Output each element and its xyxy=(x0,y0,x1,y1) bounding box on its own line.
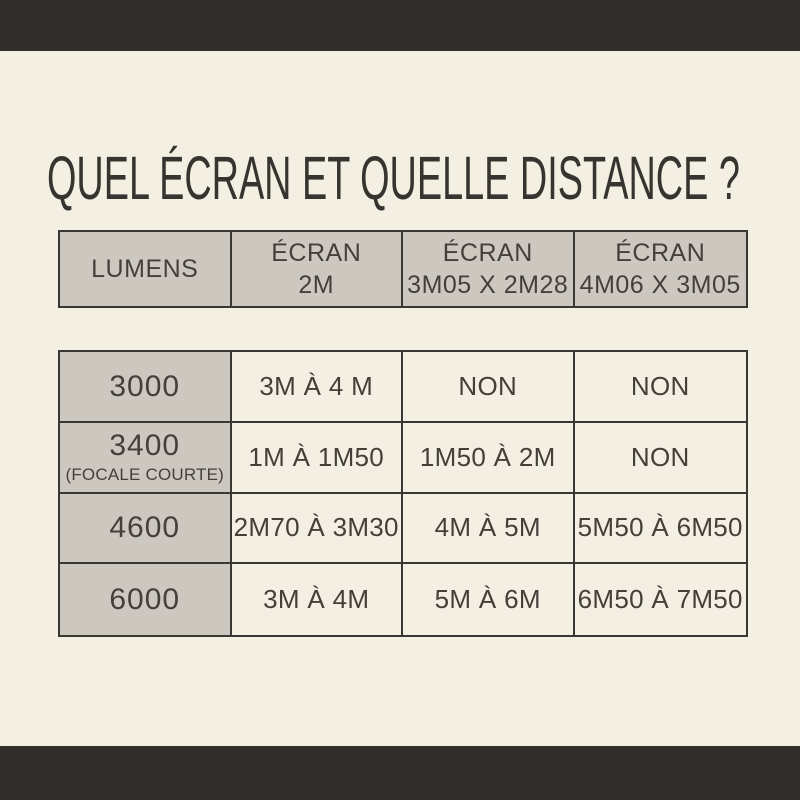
page-title: QUEL ÉCRAN ET QUELLE DISTANCE ? xyxy=(47,143,800,213)
distance-value: 5M À 6M xyxy=(434,584,541,615)
header-cell-lumens: LUMENS xyxy=(60,232,232,306)
distance-value: 6M50 À 7M50 xyxy=(577,584,743,615)
header-table: LUMENS ÉCRAN 2M ÉCRAN 3M05 X 2M28 ÉCRAN … xyxy=(58,230,748,308)
header-sublabel: 3M05 X 2M28 xyxy=(407,271,569,299)
distance-cell: NON xyxy=(574,352,746,423)
header-label: LUMENS xyxy=(91,255,199,283)
bottom-frame-bar xyxy=(0,746,800,800)
distance-value: 2M70 À 3M30 xyxy=(233,512,399,543)
page-title-text: QUEL ÉCRAN ET QUELLE DISTANCE ? xyxy=(47,143,740,212)
distance-cell: 1M À 1M50 xyxy=(231,422,403,494)
header-sublabel: 4M06 X 3M05 xyxy=(579,271,741,299)
header-cell-ecran-2m: ÉCRAN 2M xyxy=(231,232,403,306)
lumens-note: (FOCALE COURTE) xyxy=(65,465,225,484)
header-label: ÉCRAN xyxy=(271,239,362,267)
lumens-value: 3400 xyxy=(109,429,181,462)
top-frame-bar xyxy=(0,0,800,51)
distance-value: 1M À 1M50 xyxy=(248,441,385,472)
distance-cell: 6M50 À 7M50 xyxy=(575,564,747,635)
distance-value: 4M À 5M xyxy=(434,512,541,543)
lumens-cell: 6000 xyxy=(60,564,232,635)
distance-value: 1M50 À 2M xyxy=(419,441,556,472)
distance-cell: 3M À 4M xyxy=(232,564,403,635)
distance-cell: 3M À 4 M xyxy=(231,352,403,423)
distance-cell: 2M70 À 3M30 xyxy=(231,493,403,565)
distance-cell: 5M50 À 6M50 xyxy=(574,494,746,565)
distance-value: 3M À 4M xyxy=(263,584,370,615)
distance-value: 3M À 4 M xyxy=(259,370,374,401)
distance-cell: NON xyxy=(403,352,575,423)
lumens-cell: 4600 xyxy=(60,493,232,565)
header-cell-ecran-4m06: ÉCRAN 4M06 X 3M05 xyxy=(574,232,746,306)
distance-value: 5M50 À 6M50 xyxy=(577,512,743,543)
lumens-cell: 3000 xyxy=(60,352,232,423)
distance-cell: NON xyxy=(574,423,746,494)
header-cell-ecran-3m05: ÉCRAN 3M05 X 2M28 xyxy=(403,232,575,306)
lumens-value: 4600 xyxy=(109,511,181,545)
header-label: ÉCRAN xyxy=(442,239,533,267)
header-label: ÉCRAN xyxy=(615,239,706,267)
distance-cell: 4M À 5M xyxy=(403,493,575,565)
lumens-cell: 3400 (FOCALE COURTE) xyxy=(60,422,232,494)
header-sublabel: 2M xyxy=(298,271,335,299)
lumens-value: 6000 xyxy=(109,583,181,617)
distance-cell: 5M À 6M xyxy=(403,564,575,635)
distance-value: NON xyxy=(458,370,518,401)
distance-value: NON xyxy=(630,370,690,401)
lumens-value: 3000 xyxy=(109,369,181,403)
distance-table: 3000 3M À 4 M NON NON 3400 (FOCALE COURT… xyxy=(58,350,748,637)
distance-value: NON xyxy=(630,441,690,472)
distance-cell: 1M50 À 2M xyxy=(403,422,575,494)
